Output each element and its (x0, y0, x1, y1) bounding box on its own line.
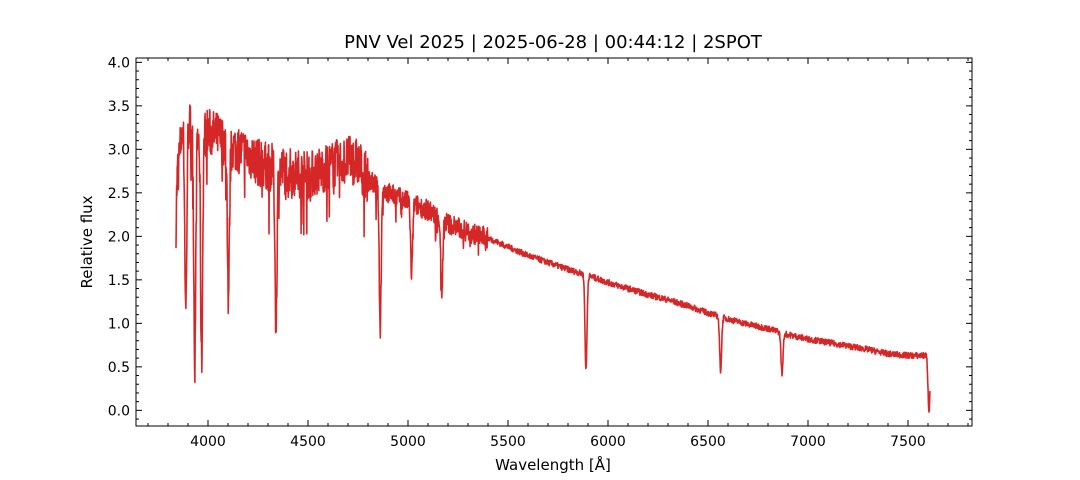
x-tick-label: 7500 (890, 434, 926, 450)
x-tick-label: 7000 (790, 434, 826, 450)
axis-ticks: 4000 4500 5000 5500 6000 6500 7000 7500 0.0 0.5 1.… (108, 55, 972, 450)
x-tick-label: 5000 (390, 434, 426, 450)
y-tick-label: 1.5 (108, 273, 130, 289)
y-tick-label: 4.0 (108, 55, 130, 71)
series-spectrum-line (175, 104, 931, 413)
x-tick-label: 6000 (590, 434, 626, 450)
x-tick-label: 5500 (490, 434, 526, 450)
x-tick-label: 6500 (690, 434, 726, 450)
y-tick-label: 3.0 (108, 142, 130, 158)
x-tick-label: 4500 (290, 434, 326, 450)
y-tick-label: 2.5 (108, 186, 130, 202)
y-tick-label: 0.0 (108, 403, 130, 419)
y-tick-label: 0.5 (108, 360, 130, 376)
x-tick-label: 4000 (190, 434, 226, 450)
chart-title: PNV Vel 2025 | 2025-06-28 | 00:44:12 | 2… (344, 32, 763, 53)
y-tick-label: 3.5 (108, 99, 130, 115)
x-axis-label: Wavelength [Å] (495, 455, 611, 474)
y-tick-label: 2.0 (108, 229, 130, 245)
y-axis-label: Relative flux (78, 195, 96, 288)
plot-frame (135, 57, 973, 427)
y-tick-label: 1.0 (108, 316, 130, 332)
